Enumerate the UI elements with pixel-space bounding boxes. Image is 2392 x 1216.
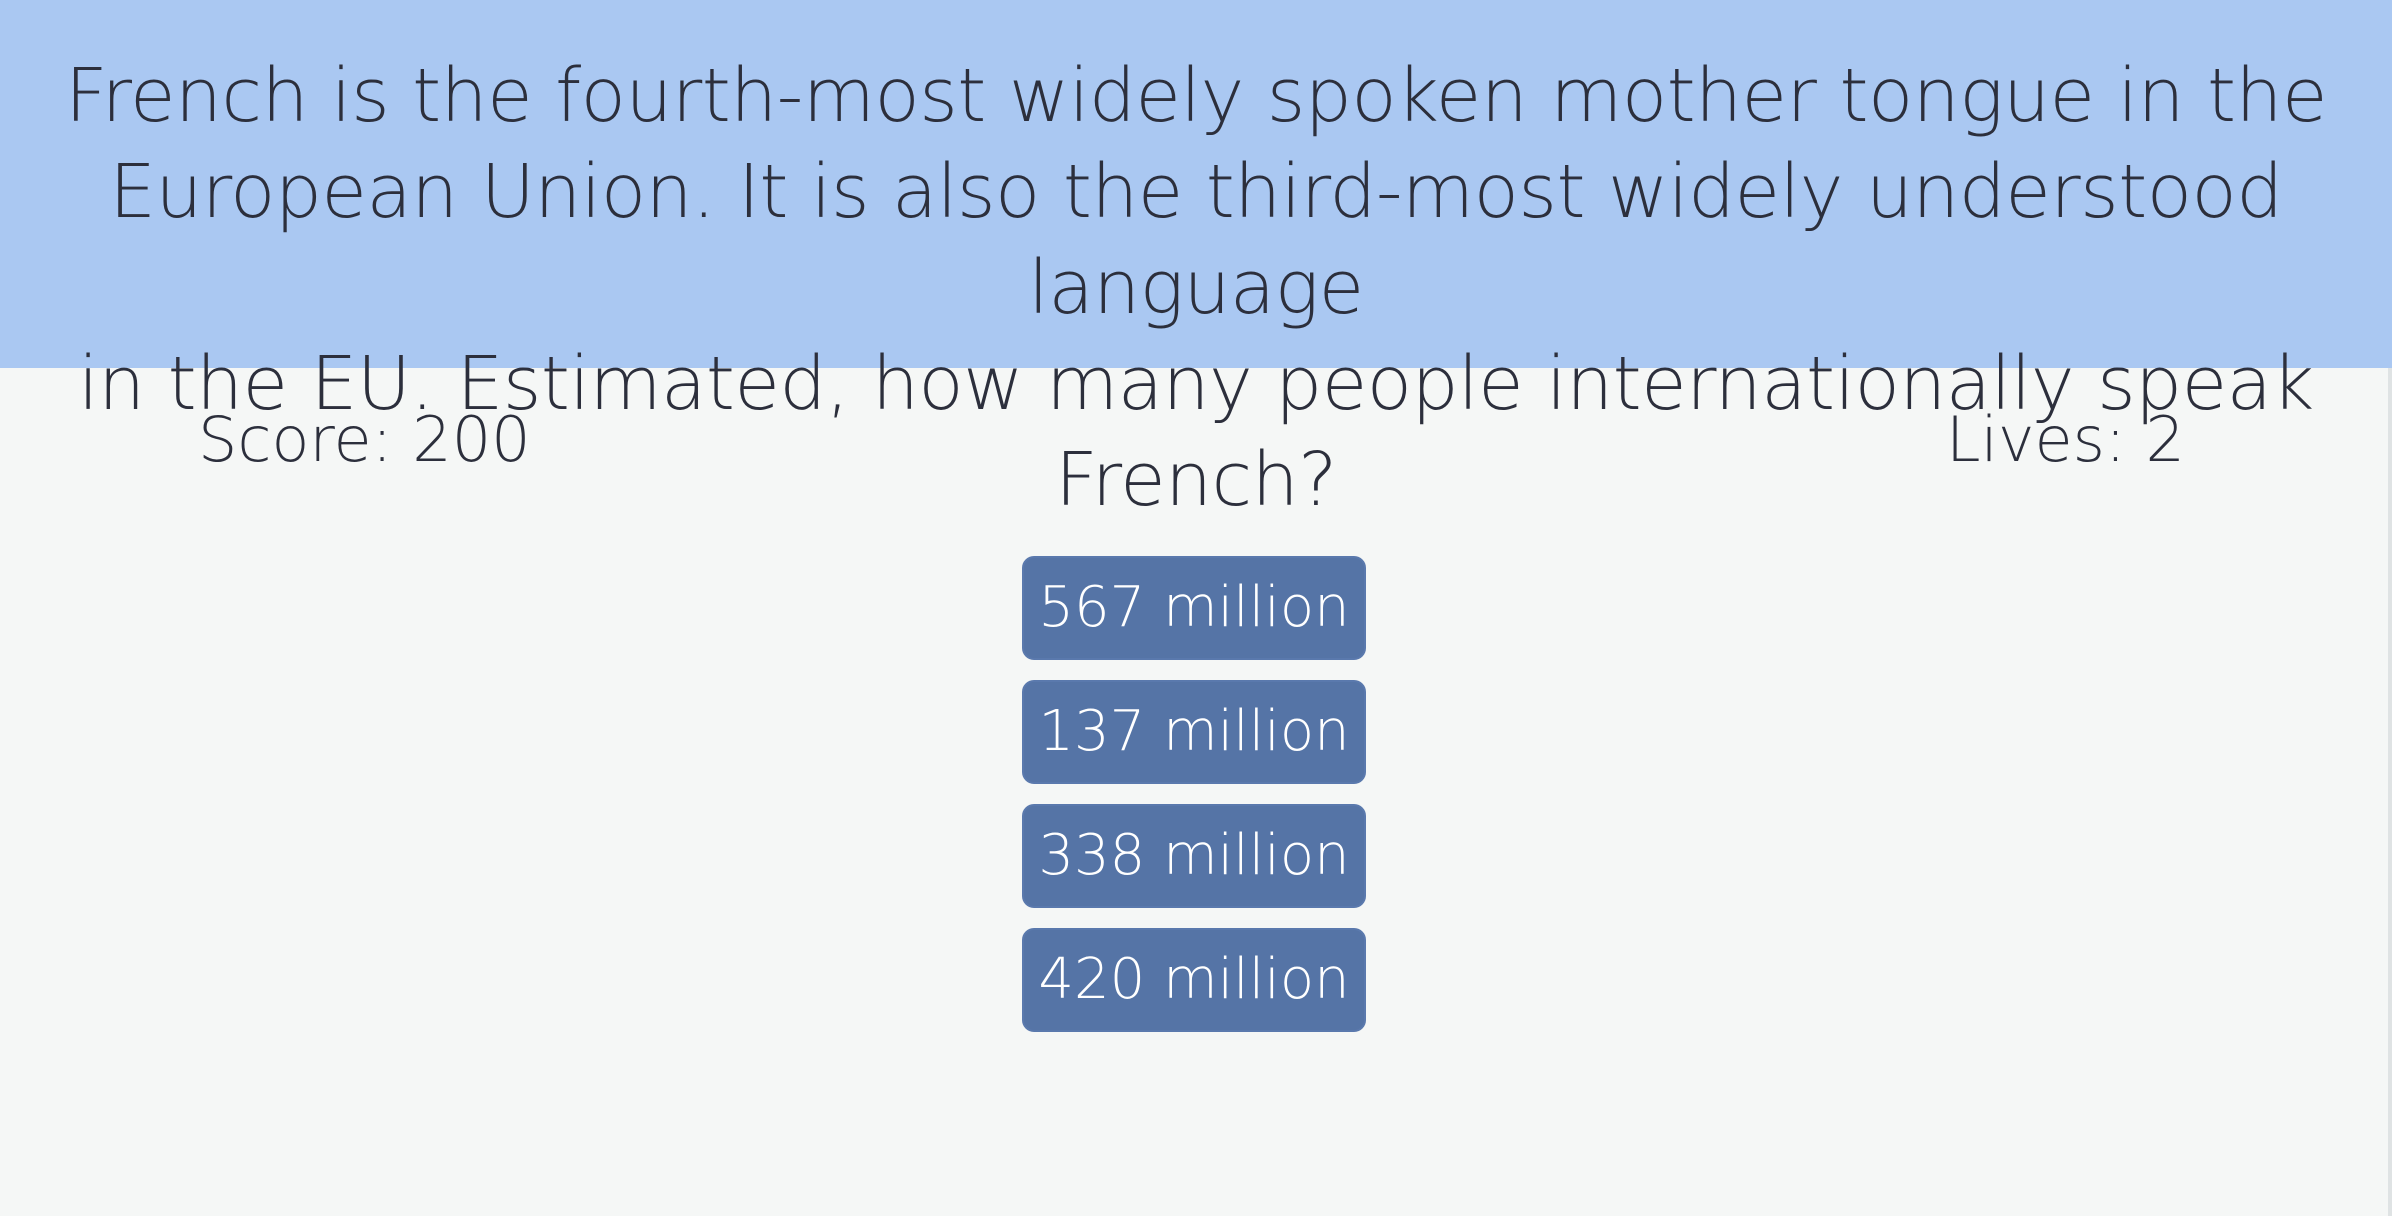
answer-button-338-million[interactable]: 338 million [1022, 804, 1366, 908]
lives-display: Lives: 2 [1946, 403, 2185, 476]
score-display: Score: 200 [198, 403, 531, 476]
answer-button-567-million[interactable]: 567 million [1022, 556, 1366, 660]
question-banner: French is the fourth-most widely spoken … [0, 0, 2392, 523]
answer-button-137-million[interactable]: 137 million [1022, 680, 1366, 784]
question-text: French is the fourth-most widely spoken … [65, 53, 2327, 523]
answer-options: 567 million 137 million 338 million 420 … [1022, 556, 1366, 1052]
answer-button-420-million[interactable]: 420 million [1022, 928, 1366, 1032]
